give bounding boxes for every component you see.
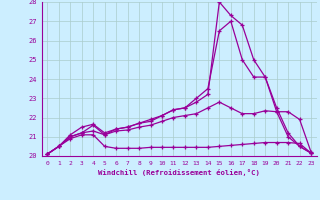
X-axis label: Windchill (Refroidissement éolien,°C): Windchill (Refroidissement éolien,°C) — [98, 169, 260, 176]
